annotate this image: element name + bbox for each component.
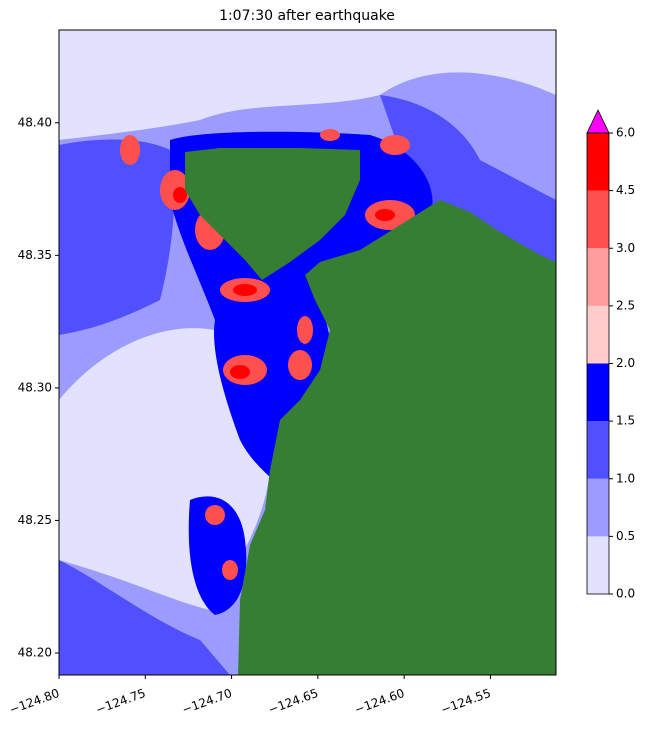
inundation-peak bbox=[173, 187, 395, 379]
colorbar-tick-label: 6.0 bbox=[616, 126, 635, 140]
water-low bbox=[59, 30, 556, 140]
y-tick-label: 48.25 bbox=[18, 513, 52, 527]
colorbar-box bbox=[587, 478, 609, 537]
inundation bbox=[120, 129, 415, 580]
colorbar-tick-label: 1.0 bbox=[616, 471, 635, 485]
x-tick-label: −124.55 bbox=[439, 686, 493, 717]
colorbar-tick-label: 1.5 bbox=[616, 414, 635, 428]
colorbar-box bbox=[587, 536, 609, 594]
y-tick-label: 48.30 bbox=[18, 380, 52, 394]
water-high bbox=[188, 496, 247, 615]
colorbar-tick-label: 0.0 bbox=[616, 587, 635, 601]
x-tick-label: −124.60 bbox=[353, 686, 407, 717]
land bbox=[238, 200, 556, 675]
chart-title: 1:07:30 after earthquake bbox=[219, 8, 395, 24]
colorbar-extend bbox=[586, 109, 610, 134]
colorbar-tick-label: 0.5 bbox=[616, 529, 635, 543]
colorbar-box bbox=[587, 133, 609, 191]
y-tick-label: 48.35 bbox=[18, 248, 52, 262]
axes-frame bbox=[58, 29, 557, 676]
water-high bbox=[59, 560, 230, 675]
colorbar-tick-label: 4.5 bbox=[616, 183, 635, 197]
y-tick-label: 48.40 bbox=[18, 115, 52, 129]
colorbar-tick-label: 3.0 bbox=[616, 241, 635, 255]
colorbar-tick-label: 2.0 bbox=[616, 356, 635, 370]
colorbar-box bbox=[587, 363, 609, 422]
x-tick-label: −124.75 bbox=[94, 686, 148, 717]
map bbox=[59, 30, 556, 675]
x-tick-label: −124.80 bbox=[8, 686, 62, 717]
y-tick-label: 48.20 bbox=[18, 645, 52, 659]
colorbar-box bbox=[587, 421, 609, 479]
x-tick-label: −124.65 bbox=[266, 686, 320, 717]
colorbar-frame bbox=[586, 132, 610, 595]
colorbar-tick-label: 2.5 bbox=[616, 298, 635, 312]
colorbar-box bbox=[587, 248, 609, 306]
colorbar-box bbox=[587, 190, 609, 249]
land bbox=[185, 148, 360, 280]
water-high bbox=[380, 95, 556, 262]
water-high bbox=[59, 139, 175, 335]
colorbar-box bbox=[587, 305, 609, 364]
x-tick-label: −124.70 bbox=[180, 686, 234, 717]
